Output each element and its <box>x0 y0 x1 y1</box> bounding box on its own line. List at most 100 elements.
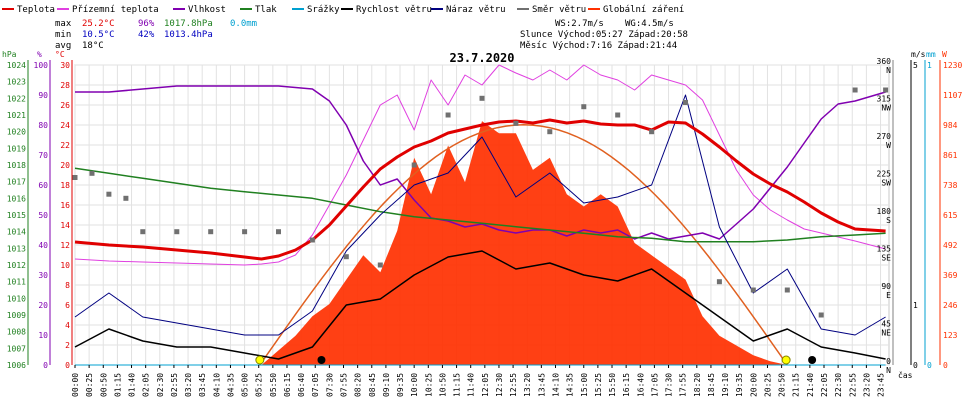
tick-label-pressure: 1006 <box>7 361 26 370</box>
x-tick-label: 08:45 <box>368 373 377 397</box>
wind-direction-point <box>513 120 519 126</box>
x-tick-label: 03:20 <box>184 373 193 397</box>
x-tick-label: 02:30 <box>156 373 165 397</box>
tick-label-pressure: 1024 <box>7 61 26 70</box>
clear-sky-radiation-curve <box>259 124 788 366</box>
x-tick-label: 13:20 <box>523 373 532 397</box>
series-tlak <box>74 167 886 243</box>
x-tick-label: 16:40 <box>636 373 645 397</box>
info-ws: WS:2.7m/s <box>555 19 604 29</box>
tick-label-wind-speed: 1 <box>913 301 918 310</box>
x-tick-label: 22:05 <box>820 373 829 397</box>
wind-direction-point <box>174 229 180 235</box>
tick-label-wind-dir-deg: 360 <box>877 57 892 66</box>
legend-label: Rychlost větru <box>356 5 432 15</box>
x-tick-label: 21:15 <box>792 373 801 397</box>
tick-label-humidity: 0 <box>43 361 48 370</box>
tick-label-temperature: 18 <box>60 181 70 190</box>
wind-direction-point <box>343 254 349 260</box>
wind-direction-point <box>615 112 621 118</box>
x-tick-label: 07:55 <box>340 373 349 397</box>
tick-label-humidity: 90 <box>38 91 48 100</box>
tick-label-humidity: 10 <box>38 331 48 340</box>
x-tick-label: 15:00 <box>580 373 589 397</box>
legend-label: Směr větru <box>532 5 586 15</box>
x-tick-label: 21:40 <box>806 373 815 397</box>
x-tick-label: 19:35 <box>735 373 744 397</box>
tick-label-radiation: 369 <box>943 271 958 280</box>
wind-direction-point <box>89 170 95 176</box>
wind-direction-point <box>72 175 78 180</box>
sun-marker <box>255 355 265 365</box>
tick-label-temperature: 30 <box>60 61 70 70</box>
x-tick-label: 11:15 <box>453 373 462 397</box>
stats-rain-total: 0.0mm <box>230 19 257 29</box>
tick-label-wind-dir: N <box>886 366 891 375</box>
x-tick-label: 08:20 <box>354 373 363 397</box>
tick-label-pressure: 1017 <box>7 178 26 187</box>
x-tick-label: 02:55 <box>170 373 179 397</box>
stats-min-hum: 42% <box>138 30 155 40</box>
tick-label-pressure: 1009 <box>7 311 26 320</box>
tick-label-pressure: 1010 <box>7 294 26 303</box>
tick-label-radiation: 492 <box>943 241 958 250</box>
legend-label: Globální záření <box>603 5 684 15</box>
wind-direction-point <box>106 191 112 197</box>
wind-direction-point <box>784 287 790 293</box>
x-tick-label: 10:25 <box>424 373 433 397</box>
tick-label-wind-dir-deg: 180 <box>877 207 892 216</box>
tick-label-temperature: 22 <box>60 141 70 150</box>
x-tick-label: 02:05 <box>142 373 151 397</box>
tick-label-temperature: 26 <box>60 101 70 110</box>
tick-label-pressure: 1023 <box>7 78 26 87</box>
x-tick-label: 14:10 <box>551 373 560 397</box>
wind-direction-point <box>683 100 688 105</box>
stats-min-press: 1013.4hPa <box>164 30 213 40</box>
stats-avg-label: avg <box>55 41 71 51</box>
tick-label-wind-dir-deg: 0 <box>886 357 891 366</box>
x-tick-label: 04:10 <box>212 373 221 397</box>
wind-direction-point <box>309 237 315 243</box>
legend-label: Srážky <box>307 5 340 15</box>
radiation-series <box>259 121 788 366</box>
stats-min-label: min <box>55 30 71 40</box>
stats-max-label: max <box>55 19 72 29</box>
tick-label-temperature: 16 <box>60 201 70 210</box>
tick-label-rain: 0 <box>927 361 932 370</box>
wind-direction-point <box>716 279 722 285</box>
x-tick-label: 07:30 <box>325 373 334 397</box>
series-vlhkost <box>75 85 886 240</box>
axis-unit-ms: m/s <box>911 50 926 59</box>
tick-label-wind-dir: N <box>886 66 891 75</box>
x-tick-label: 00:50 <box>99 373 108 397</box>
x-tick-label: 17:30 <box>665 373 674 397</box>
x-tick-label: 10:50 <box>438 373 447 397</box>
tick-label-radiation: 0 <box>943 361 948 370</box>
wind-direction-point <box>208 229 214 235</box>
tick-label-radiation: 861 <box>943 151 958 160</box>
x-tick-label: 09:35 <box>396 373 405 397</box>
x-tick-label: 20:25 <box>763 373 772 397</box>
tick-label-humidity: 60 <box>38 181 48 190</box>
tick-label-wind-dir: SW <box>881 179 891 188</box>
x-tick-label: 18:20 <box>693 373 702 397</box>
axis-unit-pct: % <box>37 50 42 59</box>
tick-label-radiation: 1230 <box>943 61 962 70</box>
tick-label-radiation: 738 <box>943 181 958 190</box>
stats-min-temp: 10.5°C <box>82 30 115 40</box>
x-tick-label: 14:35 <box>566 373 575 397</box>
series-rychlost-v-tru <box>74 250 886 360</box>
x-tick-label: 13:45 <box>537 373 546 397</box>
tick-label-radiation: 615 <box>943 211 958 220</box>
x-tick-label: 12:05 <box>481 373 490 397</box>
tick-label-wind-speed: 5 <box>913 61 918 70</box>
wind-direction-point <box>377 262 383 268</box>
x-tick-label: 22:30 <box>834 373 843 397</box>
tick-label-humidity: 70 <box>38 151 48 160</box>
x-tick-label: 23:45 <box>877 373 886 397</box>
tick-label-radiation: 984 <box>943 121 958 130</box>
tick-label-temperature: 10 <box>60 261 70 270</box>
tick-label-temperature: 24 <box>60 121 70 130</box>
info-sun: Slunce Východ:05:27 Západ:20:58 <box>520 30 688 40</box>
x-tick-label: 22:55 <box>848 373 857 397</box>
